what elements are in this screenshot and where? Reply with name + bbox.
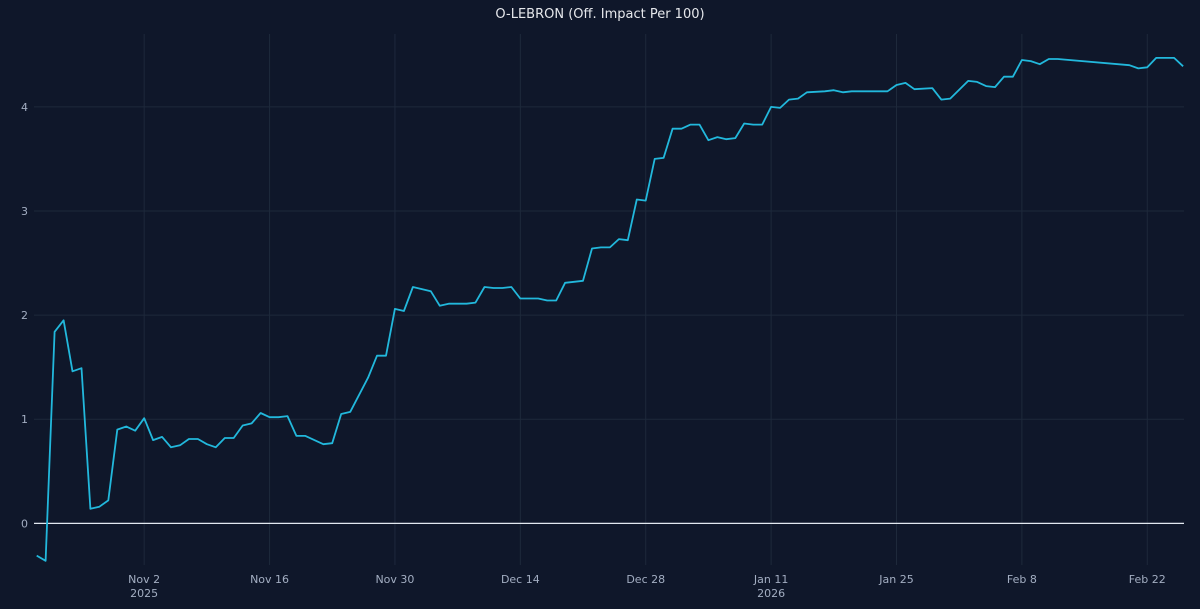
x-tick-label: Nov 30 [375, 573, 414, 586]
x-tick-year-label: 2025 [130, 587, 158, 600]
x-tick-label: Feb 8 [1007, 573, 1037, 586]
series-line [36, 57, 1184, 562]
grid-layer [34, 34, 1184, 565]
x-tick-year-label: 2026 [757, 587, 785, 600]
x-tick-label: Nov 16 [250, 573, 289, 586]
y-tick-label: 3 [21, 205, 28, 218]
x-tick-label: Dec 28 [626, 573, 665, 586]
x-tick-label: Dec 14 [501, 573, 540, 586]
x-tick-label: Jan 25 [878, 573, 913, 586]
x-tick-label: Nov 2 [128, 573, 160, 586]
series-layer [36, 57, 1184, 562]
y-tick-label: 1 [21, 413, 28, 426]
y-tick-label: 0 [21, 517, 28, 530]
y-tick-label: 4 [21, 101, 28, 114]
x-tick-label: Jan 11 [753, 573, 788, 586]
chart-title: O-LEBRON (Off. Impact Per 100) [495, 7, 704, 22]
y-tick-label: 2 [21, 309, 28, 322]
x-tick-label: Feb 22 [1129, 573, 1166, 586]
